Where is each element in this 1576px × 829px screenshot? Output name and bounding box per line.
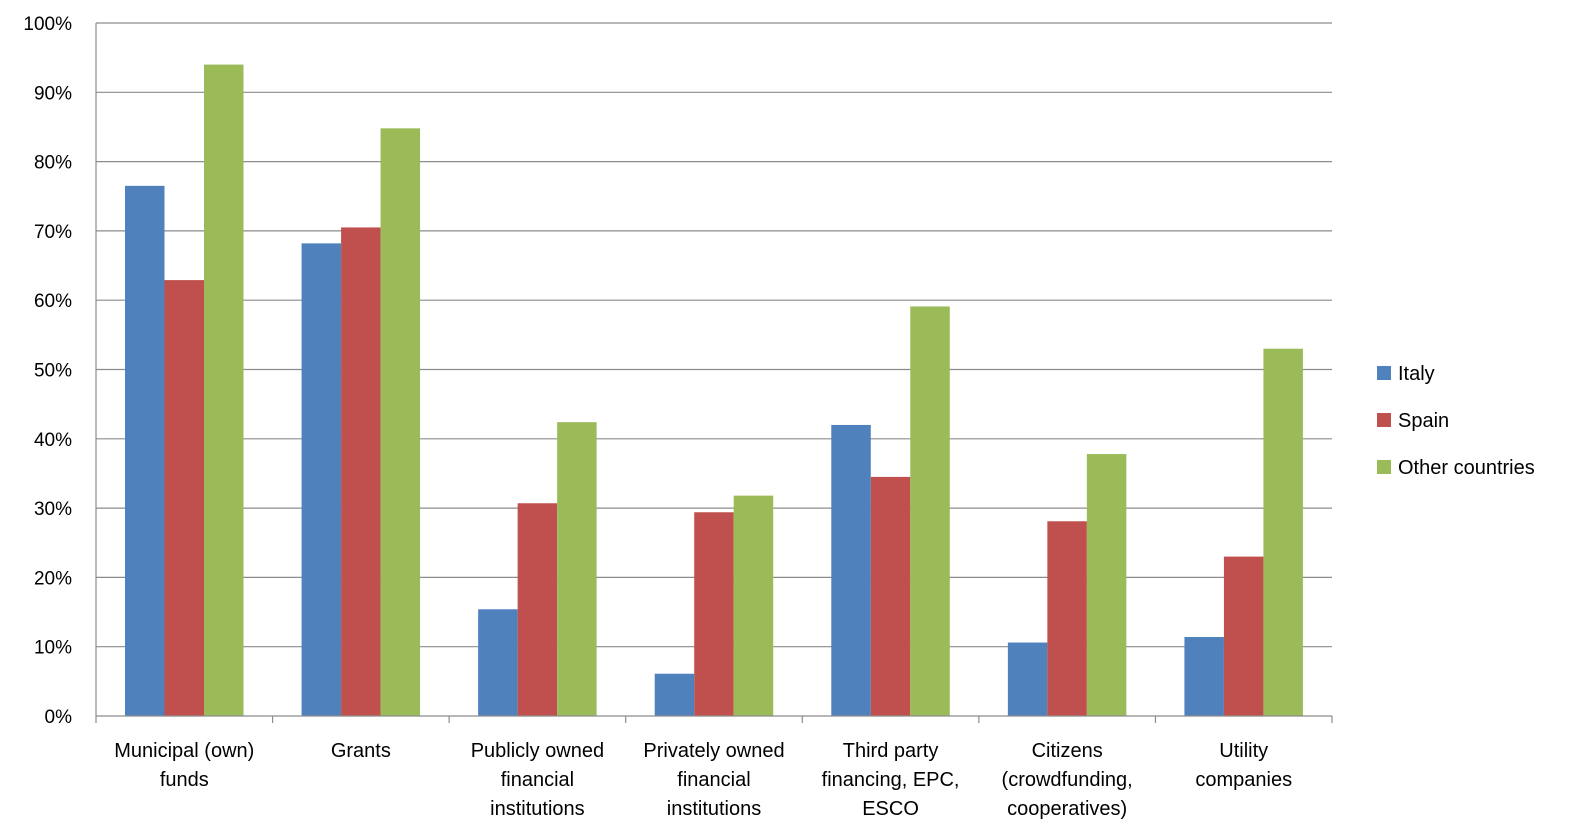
x-category-label: Third party financing, EPC, ESCO	[822, 740, 960, 820]
bar-other-countries	[380, 128, 421, 716]
y-tick-label: 100%	[23, 14, 72, 35]
x-category-label: Utility companies	[1195, 740, 1292, 791]
bar-italy	[125, 185, 165, 717]
x-category-label: Citizens (crowdfunding, cooperatives)	[1002, 740, 1133, 820]
y-tick-label: 30%	[34, 499, 72, 520]
x-category-label: Publicly owned financial institutions	[471, 740, 604, 820]
bar-italy	[654, 673, 695, 716]
y-tick-label: 10%	[34, 638, 72, 659]
y-tick-label: 80%	[34, 153, 72, 174]
x-category-label: Municipal (own) funds	[114, 740, 254, 791]
axes	[95, 23, 1333, 723]
legend-label: Other countries	[1398, 457, 1535, 479]
bar-other-countries	[733, 495, 774, 716]
bar-italy	[478, 609, 518, 716]
bar-italy	[301, 243, 342, 716]
y-tick-label: 0%	[45, 707, 73, 728]
bar-other-countries	[204, 64, 244, 716]
bar-spain	[1047, 521, 1087, 716]
bar-spain	[517, 503, 558, 716]
bar-spain	[694, 512, 734, 716]
bar-spain	[1223, 556, 1264, 716]
y-tick-label: 40%	[34, 430, 72, 451]
x-category-label: Grants	[331, 740, 391, 762]
y-tick-label: 50%	[34, 361, 72, 382]
y-tick-label: 70%	[34, 222, 72, 243]
y-axis-tick-labels: 0% 10% 20% 30% 40% 50% 60% 70% 80% 90% 100%	[23, 14, 72, 728]
legend-item: Other countries	[1377, 457, 1535, 479]
bar-other-countries	[557, 422, 597, 716]
legend-item: Italy	[1377, 363, 1435, 385]
legend-item: Spain	[1377, 410, 1449, 432]
x-axis-category-labels: Municipal (own) funds Grants Publicly owned…	[114, 740, 1292, 820]
y-tick-label: 60%	[34, 291, 72, 312]
x-category-label: Privately owned financial institutions	[643, 740, 784, 820]
y-tick-label: 20%	[34, 568, 72, 589]
bar-italy	[1184, 636, 1224, 716]
bar-italy	[831, 424, 871, 716]
bars	[125, 64, 1303, 717]
bar-spain	[870, 476, 911, 716]
bar-italy	[1007, 642, 1048, 716]
legend-label: Italy	[1398, 363, 1435, 385]
legend-swatch	[1377, 366, 1391, 380]
legend: Italy Spain Other countries	[1377, 363, 1535, 479]
y-tick-label: 90%	[34, 83, 72, 104]
bar-spain	[164, 280, 204, 716]
legend-swatch	[1377, 413, 1391, 427]
bar-spain	[341, 227, 381, 716]
bar-other-countries	[910, 306, 950, 716]
bar-other-countries	[1263, 348, 1303, 716]
legend-label: Spain	[1398, 410, 1449, 432]
legend-swatch	[1377, 460, 1391, 474]
bar-other-countries	[1086, 454, 1127, 716]
